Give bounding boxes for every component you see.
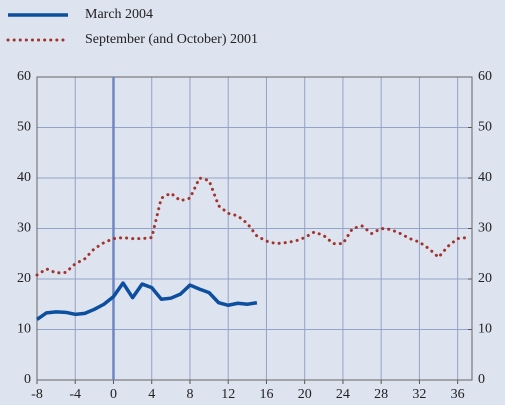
series-line xyxy=(35,176,469,277)
y2-tick-label: 20 xyxy=(478,271,492,286)
x-tick-label: 4 xyxy=(148,387,155,402)
x-tick-label: 16 xyxy=(259,387,273,402)
y2-tick-label: 50 xyxy=(478,120,492,135)
x-tick-label: 24 xyxy=(336,387,350,402)
y2-tick-label: 40 xyxy=(478,170,492,185)
y2-tick-label: 10 xyxy=(478,322,492,337)
y-tick-label: 50 xyxy=(17,120,31,135)
y-tick-label: 20 xyxy=(17,271,31,286)
x-tick-label: -8 xyxy=(31,387,43,402)
x-tick-label: 32 xyxy=(412,387,426,402)
x-tick-label: 20 xyxy=(298,387,312,402)
x-tick-label: 36 xyxy=(451,387,465,402)
plot-frame xyxy=(36,76,473,381)
x-tick-label: -4 xyxy=(69,387,81,402)
y-tick-label: 60 xyxy=(17,69,31,84)
y2-tick-label: 0 xyxy=(478,372,485,387)
legend-label: September (and October) 2001 xyxy=(85,32,258,47)
y2-tick-label: 60 xyxy=(478,69,492,84)
y2-tick-label: 30 xyxy=(478,221,492,236)
y-tick-label: 10 xyxy=(17,322,31,337)
legend-label: March 2004 xyxy=(85,7,153,22)
x-tick-label: 8 xyxy=(186,387,193,402)
series-line xyxy=(36,281,258,321)
y-tick-label: 0 xyxy=(24,372,31,387)
x-tick-label: 28 xyxy=(374,387,388,402)
x-tick-label: 12 xyxy=(221,387,235,402)
x-tick-label: 0 xyxy=(110,387,117,402)
y-tick-label: 40 xyxy=(17,170,31,185)
y-tick-label: 30 xyxy=(17,221,31,236)
